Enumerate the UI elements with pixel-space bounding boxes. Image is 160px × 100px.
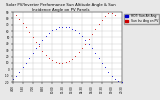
Legend: HOT: Sun Alt Ang, Sun Inc Ang on PV: HOT: Sun Alt Ang, Sun Inc Ang on PV [124,14,159,24]
Text: Solar PV/Inverter Performance Sun Altitude Angle & Sun Incidence Angle on PV Pan: Solar PV/Inverter Performance Sun Altitu… [6,3,116,12]
